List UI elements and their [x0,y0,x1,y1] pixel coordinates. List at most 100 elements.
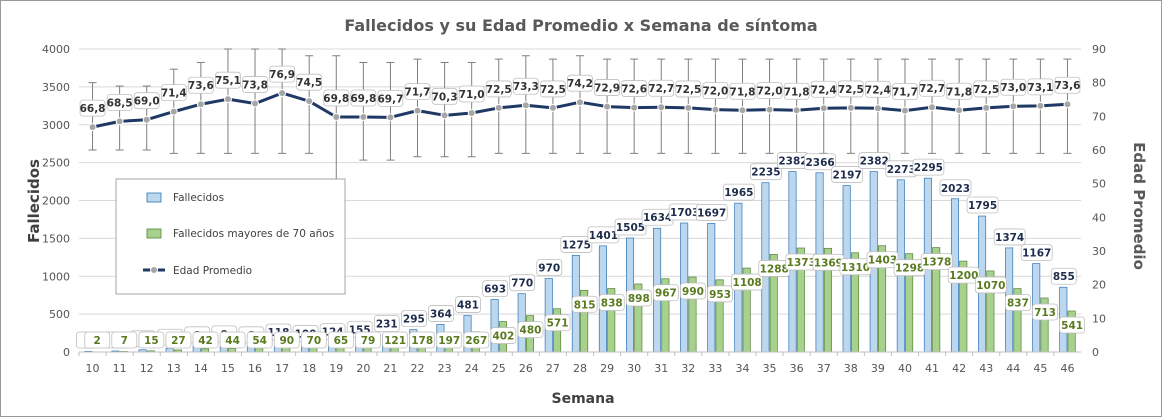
legend-label-edad-promedio: Edad Promedio [173,265,252,277]
label-mayores-70-group: 178 [410,332,435,348]
bar-fallecidos [166,348,173,352]
label-edad-promedio: 72,5 [540,84,566,96]
label-mayores-70-group: 541 [1060,317,1085,333]
label-mayores-70-group: 15 [139,332,164,348]
label-mayores-70: 1200 [949,270,978,282]
label-mayores-70: 1373 [787,257,816,269]
legend-label-mayores-70: Fallecidos mayores de 70 años [173,228,334,240]
point-edad-promedio [495,104,502,111]
label-edad-promedio-group: 75,1 [215,72,241,88]
label-mayores-70: 197 [438,335,460,347]
y-tick-label: 3500 [42,81,70,94]
label-fallecidos: 770 [511,278,533,290]
label-fallecidos: 2273 [887,164,916,176]
label-mayores-70: 42 [198,335,213,347]
x-tick-label: 16 [248,362,262,375]
label-mayores-70-group: 65 [328,332,353,348]
y-axis-title: Fallecidos [25,159,43,243]
label-mayores-70: 27 [171,335,186,347]
label-edad-promedio-group: 69,8 [350,90,376,106]
label-edad-promedio: 71,8 [784,86,810,98]
label-mayores-70: 838 [601,298,623,310]
label-mayores-70-group: 837 [1005,295,1030,311]
x-tick-label: 19 [329,362,343,375]
point-edad-promedio [143,116,150,123]
label-fallecidos-group: 1795 [967,197,998,213]
label-mayores-70: 1298 [895,263,924,275]
label-edad-promedio: 73,6 [1054,80,1080,92]
point-edad-promedio [739,107,746,114]
label-edad-promedio-group: 72,4 [811,81,837,97]
point-edad-promedio [170,108,177,115]
y2-tick-label: 20 [1092,279,1106,292]
x-tick-label: 28 [573,362,587,375]
label-mayores-70: 837 [1007,298,1029,310]
label-mayores-70-group: 1108 [732,274,763,290]
label-mayores-70: 990 [682,286,704,298]
label-mayores-70: 90 [279,335,294,347]
label-edad-promedio-group: 72,9 [594,80,620,96]
label-mayores-70-group: 1310 [840,259,871,275]
x-tick-label: 38 [844,362,858,375]
bar-mayores-70 [256,348,263,352]
label-mayores-70: 571 [547,318,569,330]
label-edad-promedio-group: 71,7 [892,84,918,100]
label-edad-promedio: 72,9 [594,83,620,95]
y2-tick-label: 30 [1092,245,1106,258]
label-edad-promedio-group: 72,6 [621,81,647,97]
label-fallecidos: 1703 [670,207,699,219]
label-fallecidos: 2197 [833,170,862,182]
label-mayores-70-group: 2 [85,332,110,348]
y-tick-label: 3000 [42,119,70,132]
label-edad-promedio: 69,7 [377,93,403,105]
label-edad-promedio: 66,8 [80,103,106,115]
label-edad-promedio-group: 73,1 [1027,79,1053,95]
label-edad-promedio-group: 71,8 [946,83,972,99]
x-axis-title: Semana [551,391,614,407]
label-edad-promedio: 73,8 [242,80,268,92]
label-fallecidos: 1401 [589,230,618,242]
point-edad-promedio [685,104,692,111]
label-mayores-70-group: 1288 [759,260,790,276]
label-edad-promedio: 72,5 [973,84,999,96]
label-edad-promedio: 72,7 [919,83,945,95]
label-edad-promedio-group: 71,4 [161,85,187,101]
label-mayores-70: 1108 [733,277,762,289]
y-tick-label: 2000 [42,195,70,208]
label-fallecidos-group: 1703 [669,204,700,220]
label-edad-promedio-group: 74,2 [567,75,593,91]
label-fallecidos-group: 2366 [805,154,836,170]
label-edad-promedio: 73,1 [1027,82,1053,94]
label-edad-promedio-group: 70,3 [432,88,458,104]
x-tick-label: 34 [735,362,749,375]
label-mayores-70-group: 402 [491,328,516,344]
point-edad-promedio [1064,101,1071,108]
y2-axis-title: Edad Promedio [1130,142,1148,270]
label-edad-promedio: 76,9 [269,69,295,81]
point-edad-promedio [1010,103,1017,110]
point-edad-promedio [360,114,367,121]
label-mayores-70: 65 [334,335,349,347]
point-edad-promedio [874,105,881,112]
label-mayores-70-group: 27 [166,332,191,348]
point-edad-promedio [956,107,963,114]
label-mayores-70-group: 480 [518,322,543,338]
label-edad-promedio-group: 72,5 [973,81,999,97]
y-tick-label: 1500 [42,232,70,245]
label-mayores-70: 15 [144,335,159,347]
label-fallecidos: 1697 [697,207,726,219]
x-tick-label: 29 [600,362,614,375]
label-mayores-70-group: 953 [708,286,733,302]
point-edad-promedio [1037,102,1044,109]
point-edad-promedio [306,98,313,105]
y2-tick-label: 70 [1092,110,1106,123]
x-tick-label: 14 [194,362,208,375]
label-edad-promedio: 74,2 [567,78,593,90]
label-mayores-70: 713 [1034,307,1056,319]
label-mayores-70: 480 [520,325,542,337]
label-mayores-70-group: 42 [193,332,218,348]
label-mayores-70: 967 [655,288,677,300]
point-edad-promedio [604,103,611,110]
label-edad-promedio-group: 71,8 [784,83,810,99]
x-tick-label: 23 [438,362,452,375]
